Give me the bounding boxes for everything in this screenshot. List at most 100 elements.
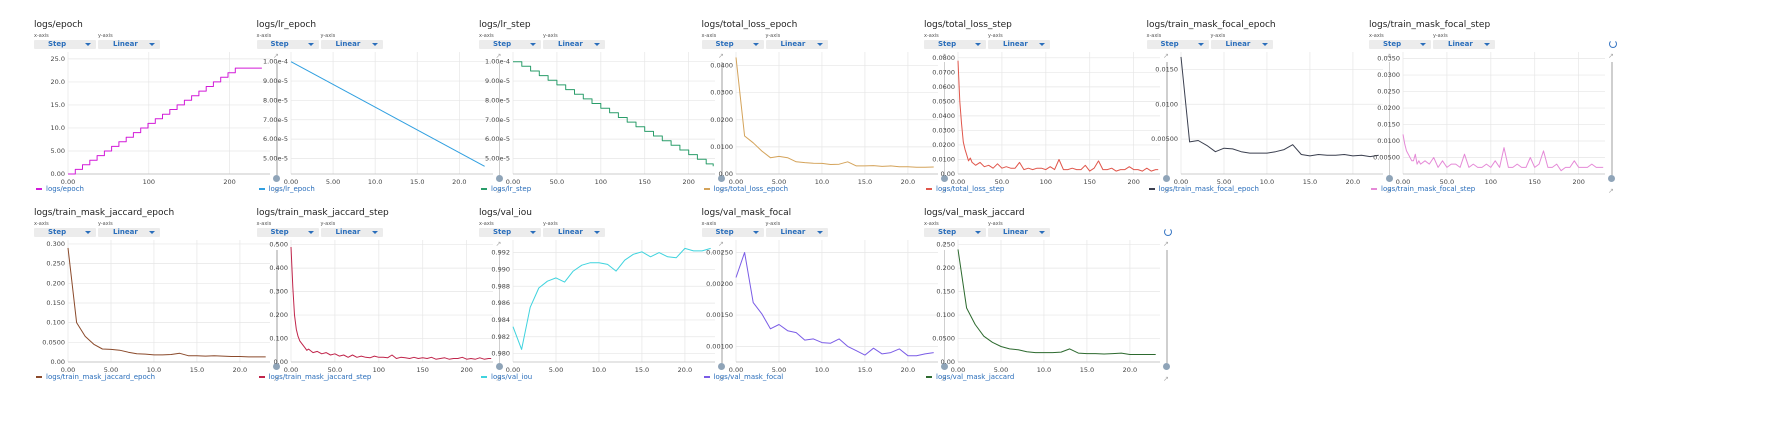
x-axis-select[interactable]: Step <box>34 40 96 49</box>
smoothing-slider-handle[interactable] <box>495 175 503 182</box>
y-axis-select[interactable]: Linear <box>320 228 383 237</box>
smoothing-slider-handle[interactable] <box>495 363 503 370</box>
y-axis-select[interactable]: Linear <box>1210 40 1273 49</box>
smoothing-slider-handle[interactable] <box>1608 175 1615 182</box>
smoothing-slider-track[interactable] <box>1611 62 1613 175</box>
chart-plot[interactable]: 0.980 0.982 0.984 0.986 0.988 0.990 0.992 0.00 5… <box>477 234 727 384</box>
x-axis-select[interactable]: Step <box>256 228 319 237</box>
smoothing-slider-track[interactable] <box>498 62 500 175</box>
smoothing-slider-handle[interactable] <box>940 363 948 370</box>
x-axis-select[interactable]: Step <box>1146 40 1209 49</box>
smoothing-slider-track[interactable] <box>721 250 723 363</box>
expand-chart-icon[interactable]: ↗ <box>273 52 279 60</box>
expand-chart-icon[interactable]: ↗ <box>273 240 279 248</box>
expand-chart-icon[interactable]: ↗ <box>940 240 947 248</box>
expand-chart-icon[interactable]: ↗ <box>495 240 502 248</box>
y-axis-select[interactable]: Linear <box>98 228 160 237</box>
smoothing-slider-track[interactable] <box>276 62 278 175</box>
x-axis-select[interactable]: Step <box>479 228 541 237</box>
chart-plot[interactable]: 5.00e-5 6.00e-5 7.00e-5 8.00e-5 9.00e-5 1.00e… <box>255 46 505 196</box>
y-axis-select[interactable]: Linear <box>765 228 828 237</box>
smoothing-slider-track[interactable] <box>1166 250 1168 363</box>
smoothing-slider-track[interactable] <box>1166 62 1168 175</box>
smoothing-slider-handle[interactable] <box>940 175 948 182</box>
x-tick-label: 200 <box>223 178 235 186</box>
chart-legend: logs/train_mask_focal_epoch <box>1148 185 1259 193</box>
smoothing-slider-track[interactable] <box>943 62 945 175</box>
y-axis-select[interactable]: Linear <box>988 228 1050 237</box>
expand-chart-icon[interactable]: ↗ <box>1163 52 1169 60</box>
expand-chart-icon[interactable]: ↗ <box>718 52 724 60</box>
chart-plot[interactable]: 0.00 5.00 10.0 15.0 20.0 25.0 0.00 100 200 <box>32 46 282 196</box>
chart-plot[interactable]: 0.00 0.0100 0.0200 0.0300 0.0400 0.0500 0.0600… <box>922 46 1172 196</box>
fit-domain-icon[interactable]: ↗ <box>1608 187 1614 195</box>
y-tick-label: 0.00 <box>51 358 65 366</box>
chart-plot[interactable]: 0.00 0.0500 0.100 0.150 0.200 0.250 0.00 5.00 10… <box>922 234 1172 384</box>
chart-plot[interactable]: 0.00 0.0100 0.0200 0.0300 0.0400 0.00 5.00 10.0… <box>700 46 950 196</box>
x-tick-label: 50.0 <box>1440 178 1454 186</box>
expand-chart-icon[interactable]: ↗ <box>495 52 502 60</box>
y-axis-select[interactable]: Linear <box>320 40 383 49</box>
y-tick-label: 0.0200 <box>1377 104 1400 112</box>
fit-domain-icon[interactable]: ↗ <box>495 187 502 195</box>
reset-zoom-icon[interactable] <box>1609 40 1617 48</box>
expand-chart-icon[interactable]: ↗ <box>718 240 724 248</box>
smoothing-slider-track[interactable] <box>721 62 723 175</box>
y-axis-select[interactable]: Linear <box>543 40 605 49</box>
x-axis-select[interactable]: Step <box>479 40 541 49</box>
y-axis-select[interactable]: Linear <box>1433 40 1495 49</box>
reset-zoom-icon[interactable] <box>1164 228 1172 236</box>
smoothing-slider-track[interactable] <box>498 250 500 363</box>
y-tick-label: 0.0700 <box>932 68 955 76</box>
expand-chart-icon[interactable]: ↗ <box>1608 52 1614 60</box>
y-axis-select[interactable]: Linear <box>765 40 828 49</box>
x-axis-select[interactable]: Step <box>256 40 319 49</box>
smoothing-slider-handle[interactable] <box>1385 175 1393 182</box>
smoothing-slider-handle[interactable] <box>718 175 725 182</box>
x-axis-select[interactable]: Step <box>701 40 764 49</box>
smoothing-slider-handle[interactable] <box>1163 175 1170 182</box>
x-tick-label: 0.00 <box>61 178 75 186</box>
x-axis-select[interactable]: Step <box>924 228 986 237</box>
x-axis-select[interactable]: Step <box>34 228 96 237</box>
chart-legend: logs/total_loss_epoch <box>703 185 788 193</box>
x-tick-label: 20.0 <box>900 366 914 374</box>
smoothing-slider-track[interactable] <box>943 250 945 363</box>
chart-plot[interactable]: 0.00500 0.0100 0.0150 0.0200 0.0250 0.0300 0.0… <box>1367 46 1617 196</box>
expand-chart-icon[interactable]: ↗ <box>1163 240 1169 248</box>
y-axis-select[interactable]: Linear <box>98 40 160 49</box>
chart-plot[interactable]: 0.00500 0.0100 0.0150 0.00 5.00 10.0 15.0 20.0 <box>1145 46 1395 196</box>
x-tick-label: 15.0 <box>857 366 871 374</box>
y-axis-select[interactable]: Linear <box>988 40 1050 49</box>
chart-plot[interactable]: 0.00100 0.00150 0.00200 0.00250 0.00 5.00 10.0… <box>700 234 950 384</box>
smoothing-slider-handle[interactable] <box>273 363 280 370</box>
y-axis-label: y-axis <box>320 221 336 227</box>
smoothing-slider-track[interactable] <box>1388 62 1390 175</box>
fit-domain-icon[interactable]: ↗ <box>940 375 947 383</box>
fit-domain-icon[interactable]: ↗ <box>273 375 279 383</box>
expand-chart-icon[interactable]: ↗ <box>1385 52 1392 60</box>
chart-plot[interactable]: 0.00 0.0500 0.100 0.150 0.200 0.250 0.300 0.00 5… <box>32 234 282 384</box>
smoothing-slider-handle[interactable] <box>718 363 725 370</box>
y-axis-select-value: Linear <box>1225 40 1251 48</box>
expand-chart-icon[interactable]: ↗ <box>940 52 947 60</box>
fit-domain-icon[interactable]: ↗ <box>718 187 724 195</box>
x-tick-label: 20.0 <box>1123 366 1137 374</box>
fit-domain-icon[interactable]: ↗ <box>718 375 724 383</box>
smoothing-slider-handle[interactable] <box>273 175 280 182</box>
y-axis-select[interactable]: Linear <box>543 228 605 237</box>
chart-plot[interactable]: 0.00 0.100 0.200 0.300 0.400 0.500 0.00 50.0 100… <box>255 234 505 384</box>
fit-domain-icon[interactable]: ↗ <box>495 375 502 383</box>
fit-domain-icon[interactable]: ↗ <box>940 187 947 195</box>
chart-plot[interactable]: 5.00e-5 6.00e-5 7.00e-5 8.00e-5 9.00e-5 1.00e… <box>477 46 727 196</box>
y-tick-label: 0.200 <box>46 279 65 287</box>
smoothing-slider-track[interactable] <box>276 250 278 363</box>
smoothing-slider-handle[interactable] <box>1163 363 1170 370</box>
x-axis-select[interactable]: Step <box>1369 40 1431 49</box>
fit-domain-icon[interactable]: ↗ <box>273 187 279 195</box>
fit-domain-icon[interactable]: ↗ <box>1385 187 1392 195</box>
fit-domain-icon[interactable]: ↗ <box>1163 187 1169 195</box>
x-axis-select[interactable]: Step <box>924 40 986 49</box>
x-axis-select[interactable]: Step <box>701 228 764 237</box>
fit-domain-icon[interactable]: ↗ <box>1163 375 1169 383</box>
